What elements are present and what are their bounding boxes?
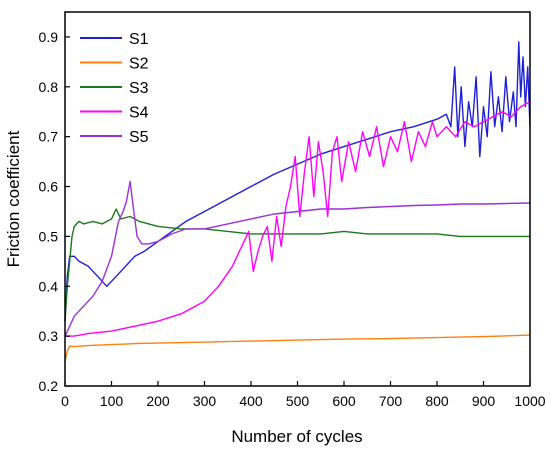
series-line-s2 [64, 334, 531, 362]
y-tick-label: 0.2 [39, 378, 59, 394]
y-tick-label: 0.3 [39, 328, 59, 344]
y-tick-label: 0.8 [39, 79, 59, 95]
y-tick-label: 0.9 [39, 29, 59, 45]
legend: S1 S2 S3 S4 S5 [80, 31, 149, 146]
series-line-s3 [64, 208, 530, 322]
y-tick-label: 0.4 [39, 278, 59, 294]
x-tick-label: 400 [239, 393, 263, 409]
legend-label-s1: S1 [129, 31, 149, 48]
x-tick-label: 200 [146, 393, 170, 409]
x-tick-label: 700 [379, 393, 403, 409]
x-tick-label: 900 [472, 393, 496, 409]
legend-label-s2: S2 [129, 56, 149, 73]
x-tick-label: 1000 [514, 393, 545, 409]
y-tick-label: 0.5 [39, 228, 59, 244]
series-layer [64, 41, 531, 362]
x-axis-title: Number of cycles [231, 427, 362, 446]
x-tick-label: 0 [61, 393, 69, 409]
series-line-s1 [64, 41, 531, 322]
legend-label-s3: S3 [129, 80, 149, 97]
series-line-s4 [65, 101, 531, 337]
y-axis-title: Friction coefficient [4, 130, 23, 267]
x-tick-label: 600 [332, 393, 356, 409]
y-tick-label: 0.7 [39, 129, 59, 145]
legend-label-s5: S5 [129, 129, 149, 146]
ticks-layer: 0 100 200 300 400 500 600 700 800 900 1000 0.2 0.3 0.… [39, 29, 546, 409]
y-tick-label: 0.6 [39, 179, 59, 195]
series-line-s5 [64, 180, 531, 337]
legend-label-s4: S4 [129, 105, 149, 122]
x-tick-label: 300 [193, 393, 217, 409]
x-tick-label: 100 [100, 393, 124, 409]
x-tick-label: 500 [286, 393, 310, 409]
x-tick-label: 800 [425, 393, 449, 409]
